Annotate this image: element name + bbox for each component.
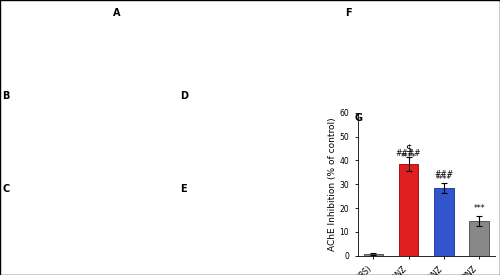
Text: G: G bbox=[354, 113, 362, 123]
Text: ****: **** bbox=[401, 153, 416, 162]
Text: ***: *** bbox=[474, 204, 485, 213]
Text: ###: ### bbox=[434, 170, 454, 180]
Bar bbox=[399, 164, 418, 256]
Bar bbox=[470, 221, 489, 256]
Text: ****: **** bbox=[436, 175, 452, 183]
Text: F: F bbox=[345, 8, 352, 18]
Text: C: C bbox=[2, 184, 10, 194]
Text: E: E bbox=[180, 184, 186, 194]
Text: D: D bbox=[180, 91, 188, 101]
Text: A: A bbox=[112, 8, 120, 18]
Y-axis label: AChE Inhibition (% of control): AChE Inhibition (% of control) bbox=[328, 117, 336, 251]
Text: B: B bbox=[2, 91, 10, 101]
Text: ####: #### bbox=[396, 148, 421, 158]
Bar bbox=[434, 188, 454, 256]
Text: $: $ bbox=[406, 143, 412, 153]
Bar bbox=[364, 254, 383, 256]
